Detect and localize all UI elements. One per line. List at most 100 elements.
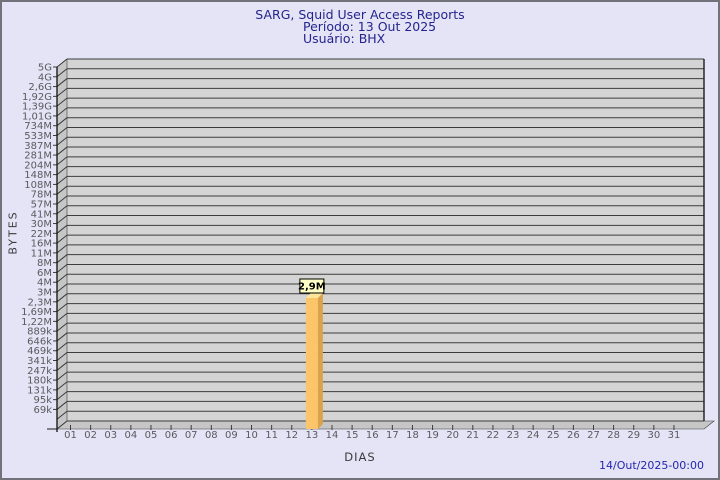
y-tick-label: 11M <box>31 248 52 259</box>
y-tick-label: 57M <box>31 199 52 210</box>
y-tick-label: 889k <box>27 327 52 338</box>
x-tick-label: 20 <box>446 430 459 441</box>
gridline-wall-segment <box>56 303 68 312</box>
y-tick-label: 533M <box>24 131 52 142</box>
gridline-wall-segment <box>56 361 68 371</box>
x-tick-label: 12 <box>285 430 298 441</box>
gridline-wall-segment <box>56 176 68 185</box>
x-tick-label: 18 <box>406 430 419 441</box>
gridline-wall-segment <box>56 332 68 342</box>
y-tick-label: 469k <box>27 346 52 357</box>
gridline-wall-segment <box>56 401 68 410</box>
y-tick-label: 30M <box>31 219 52 230</box>
y-tick-label: 247k <box>27 366 52 377</box>
gridline-wall-segment <box>56 342 68 352</box>
y-tick-label: 1,22M <box>21 317 52 328</box>
x-tick-label: 05 <box>145 430 158 441</box>
x-tick-label: 07 <box>185 430 198 441</box>
x-tick-label: 22 <box>487 430 500 441</box>
gridline-wall-segment <box>56 293 68 303</box>
report-timestamp: 14/Out/2025-00:00 <box>598 459 704 472</box>
y-tick-label: 341k <box>27 356 52 367</box>
bar-top-face <box>305 293 323 298</box>
gridline-wall-segment <box>56 107 68 117</box>
gridline-wall-segment <box>56 254 68 264</box>
y-tick-label: 204M <box>24 160 52 171</box>
x-tick-label: 31 <box>668 430 681 441</box>
gridline-wall-segment <box>56 127 68 136</box>
x-tick-label: 27 <box>587 430 600 441</box>
y-tick-label: 2,3M <box>27 297 52 308</box>
y-tick-label: 8M <box>37 258 52 269</box>
x-tick-label: 01 <box>64 430 77 441</box>
bar-side-face <box>317 293 323 429</box>
gridline-wall-segment <box>56 234 68 244</box>
x-tick-labels: 01 02 03 04 05 06 07 08 09 10 11 12 13 14 15 16 17 18 19 20… <box>64 425 680 441</box>
x-tick-label: 15 <box>346 430 359 441</box>
y-tick-label: 1,39G <box>22 102 52 113</box>
x-tick-label: 25 <box>547 430 560 441</box>
plot-floor <box>56 420 715 430</box>
gridline-wall-segment <box>56 68 68 78</box>
x-tick-label: 08 <box>205 430 218 441</box>
y-tick-label: 148M <box>24 170 52 181</box>
x-tick-label: 19 <box>426 430 439 441</box>
y-tick-label: 131k <box>27 385 52 396</box>
y-tick-label: 4G <box>38 72 52 83</box>
x-tick-label: 26 <box>567 430 580 441</box>
chart-title: SARG, Squid User Access Reports <box>255 7 465 22</box>
gridline-wall-segment <box>56 166 68 176</box>
bar-front-face <box>305 298 318 429</box>
y-tick-label: 22M <box>31 229 52 240</box>
y-tick-label: 6M <box>37 268 52 279</box>
bar-value-label-box <box>299 278 325 294</box>
x-tick-label: 11 <box>265 430 278 441</box>
gridline-wall-segment <box>56 87 68 97</box>
gridline-wall-segment <box>56 185 68 195</box>
gridline-wall-segment <box>56 391 68 401</box>
plot-back-wall <box>67 59 704 421</box>
x-tick-label: 30 <box>647 430 660 441</box>
gridline-wall-segment <box>56 195 68 205</box>
bar-value-label: 2,9M <box>298 282 326 293</box>
gridline-wall-segment <box>56 264 68 273</box>
y-axis-title: BYTES <box>6 210 20 255</box>
x-tick-label: 23 <box>507 430 520 441</box>
gridline-wall-segment <box>56 283 68 293</box>
gridline-wall-segment <box>56 381 68 391</box>
chart-period-subtitle: Período: 13 Out 2025 <box>303 19 437 34</box>
x-tick-label: 14 <box>326 430 339 441</box>
gridline-wall-segment <box>56 371 68 381</box>
x-tick-label: 28 <box>607 430 620 441</box>
x-tick-label: 17 <box>386 430 399 441</box>
y-tick-label: 16M <box>31 239 52 250</box>
x-tick-label: 06 <box>165 430 178 441</box>
y-tick-label: 5G <box>38 63 52 74</box>
x-tick-label: 24 <box>527 430 540 441</box>
y-tick-label: 3M <box>37 288 52 299</box>
gridline-wall-segment <box>56 156 68 166</box>
gridline-wall-segment <box>56 117 68 127</box>
y-tick-label: 41M <box>31 209 52 220</box>
x-tick-label: 09 <box>225 430 238 441</box>
x-tick-label: 04 <box>124 430 137 441</box>
gridline-wall-segment <box>56 136 68 146</box>
y-tick-label: 734M <box>24 121 52 132</box>
gridline-wall-segment <box>56 410 68 420</box>
gridline-wall-segment <box>56 420 68 430</box>
gridline-wall-segment <box>56 215 68 224</box>
y-tick-label: 646k <box>27 336 52 347</box>
y-tick-label: 1,92G <box>22 92 52 103</box>
y-gridlines <box>53 58 704 430</box>
gridline-wall-segment <box>56 97 68 107</box>
chart-user-subtitle: Usuário: BHX <box>303 31 386 46</box>
gridline-wall-segment <box>56 312 68 322</box>
x-axis-title: DIAS <box>344 450 376 464</box>
x-tick-label: 16 <box>366 430 379 441</box>
gridline-wall-segment <box>56 352 68 361</box>
x-tick-label: 02 <box>84 430 97 441</box>
gridline-wall-segment <box>56 273 68 283</box>
bar-day-13: 2,9M <box>298 278 326 429</box>
